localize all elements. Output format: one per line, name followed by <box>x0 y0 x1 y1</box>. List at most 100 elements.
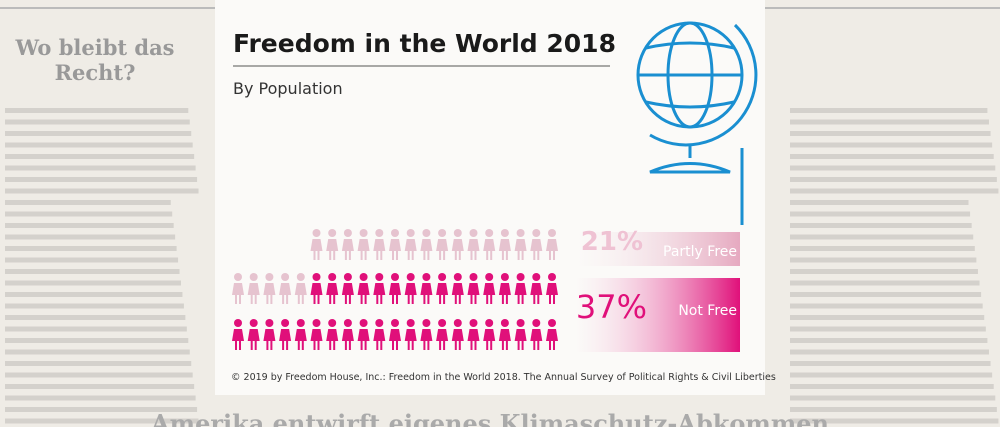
body <box>310 283 323 304</box>
body <box>514 329 527 350</box>
person-icon <box>420 229 433 260</box>
person-icon <box>483 319 496 350</box>
head <box>328 273 337 281</box>
person-icon <box>357 319 370 350</box>
text-line <box>5 188 199 194</box>
head <box>312 319 321 327</box>
body <box>341 239 354 260</box>
head <box>469 273 478 281</box>
head <box>485 229 494 237</box>
headline: Wo bleibt das <box>15 35 175 60</box>
text-line <box>790 211 971 217</box>
head <box>406 319 415 327</box>
head <box>234 319 242 327</box>
head <box>532 319 541 327</box>
person-icon <box>514 229 527 260</box>
person-icon <box>498 229 511 260</box>
body <box>232 283 244 304</box>
person-icon <box>341 273 354 304</box>
body <box>247 283 260 304</box>
person-icon <box>530 273 543 304</box>
headline: Recht? <box>55 60 136 85</box>
body <box>498 329 511 350</box>
person-icon <box>404 229 417 260</box>
text-line <box>5 246 177 251</box>
text-line <box>5 142 193 148</box>
body <box>279 283 292 304</box>
text-line <box>5 234 176 240</box>
subtitle: By Population <box>233 79 343 98</box>
text-line <box>5 269 180 274</box>
text-line <box>790 188 999 194</box>
head <box>516 319 525 327</box>
person-icon <box>436 319 449 350</box>
person-icon <box>279 273 292 304</box>
head <box>500 319 509 327</box>
person-icon <box>279 319 292 350</box>
body <box>357 239 370 260</box>
legend-label: Not Free <box>678 303 737 319</box>
body-text <box>5 108 999 424</box>
person-icon <box>404 273 417 304</box>
text-line <box>790 395 996 401</box>
text-line <box>790 407 997 412</box>
text-line <box>5 372 193 378</box>
text-line <box>790 200 969 205</box>
head <box>312 273 321 281</box>
person-icon <box>530 319 543 350</box>
head <box>343 229 352 237</box>
band <box>575 232 740 266</box>
text-line <box>5 211 173 217</box>
body <box>404 329 417 350</box>
body <box>436 329 449 350</box>
chart-title: Freedom in the World 2018 <box>233 29 616 58</box>
head <box>391 273 399 281</box>
text-line <box>5 131 192 136</box>
person-icon <box>546 319 558 350</box>
head <box>296 319 305 327</box>
text-line <box>790 349 989 355</box>
body <box>373 283 386 304</box>
person-icon <box>247 273 260 304</box>
body <box>498 283 511 304</box>
text-line <box>5 280 181 286</box>
head <box>249 273 258 281</box>
text-line <box>790 154 994 159</box>
text-line <box>5 361 192 366</box>
body <box>310 329 323 350</box>
text-line <box>790 177 997 182</box>
headline: Amerika entwirft eigenes Klimaschutz-Abk… <box>150 409 829 427</box>
person-icon <box>263 273 276 304</box>
body <box>389 283 401 304</box>
body <box>436 239 449 260</box>
text-line <box>5 384 195 389</box>
text-line <box>5 119 190 125</box>
head <box>548 319 556 327</box>
legend-label: Partly Free <box>663 244 737 260</box>
value-label: 21% <box>581 227 643 257</box>
text-line <box>790 303 983 309</box>
head <box>438 229 447 237</box>
text-line <box>5 315 186 320</box>
text-line <box>5 338 189 343</box>
person-icon <box>436 229 449 260</box>
text-line <box>5 154 195 159</box>
person-icon <box>310 229 323 260</box>
text-line <box>5 395 196 401</box>
head <box>375 273 384 281</box>
text-line <box>790 292 982 297</box>
person-icon <box>326 319 339 350</box>
body <box>467 283 480 304</box>
body <box>546 239 558 260</box>
head <box>532 273 541 281</box>
text-line <box>790 257 977 263</box>
text-line <box>5 108 189 113</box>
body <box>451 283 464 304</box>
body <box>357 329 370 350</box>
body <box>530 239 543 260</box>
body <box>420 329 433 350</box>
head <box>422 273 431 281</box>
text-line <box>5 223 174 228</box>
head <box>391 319 399 327</box>
